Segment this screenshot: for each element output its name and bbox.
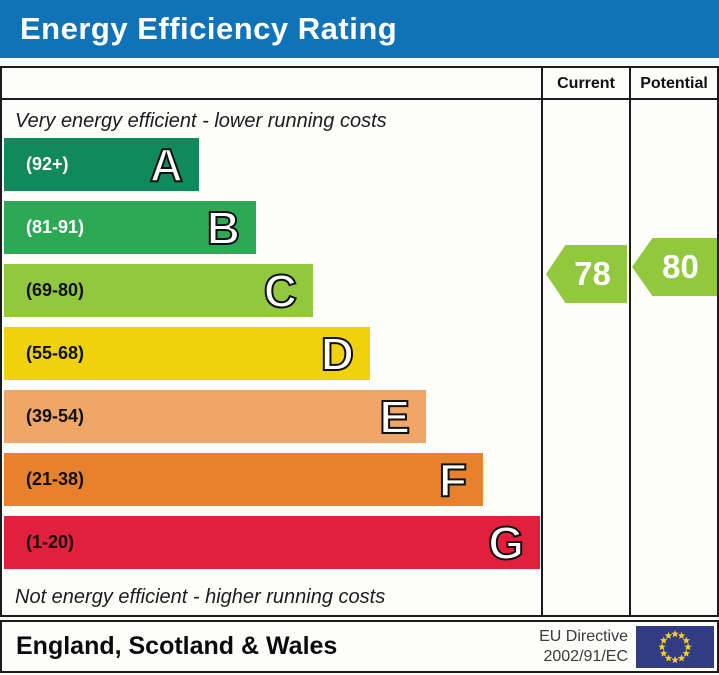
band-g: (1-20) G [4, 516, 540, 569]
eu-directive-label: EU Directive 2002/91/EC [539, 627, 628, 667]
band-f-range: (21-38) [26, 469, 85, 489]
band-a-letter: A [149, 138, 184, 191]
band-d-range: (55-68) [26, 343, 85, 363]
current-rating-arrow: 78 [546, 245, 627, 303]
band-g-range: (1-20) [26, 532, 75, 552]
column-divider-current [541, 68, 543, 615]
rating-table: Current Potential Very energy efficient … [0, 66, 719, 617]
column-divider-potential [629, 68, 631, 615]
bottom-note: Not energy efficient - higher running co… [15, 586, 386, 608]
potential-rating-value: 80 [662, 248, 699, 285]
column-header-potential: Potential [640, 75, 708, 92]
eu-directive-line1: EU Directive [539, 627, 628, 645]
band-d: (55-68) D [4, 327, 370, 380]
potential-rating-arrow: 80 [632, 238, 717, 296]
top-note: Very energy efficient - lower running co… [15, 110, 387, 132]
band-e-letter: E [378, 390, 411, 443]
band-d-letter: D [320, 327, 355, 380]
band-e-range: (39-54) [26, 406, 85, 426]
table-header-row: Current Potential [2, 68, 717, 100]
band-c-letter: C [263, 264, 298, 317]
band-f-letter: F [438, 453, 468, 506]
band-c-range: (69-80) [26, 280, 85, 300]
band-b-range: (81-91) [26, 217, 85, 237]
footer-bar: England, Scotland & Wales EU Directive 2… [0, 620, 719, 673]
rating-bands: (92+) A (81-91) B (69-80) C (55-68) D (3… [4, 138, 541, 579]
band-a-range: (92+) [26, 154, 69, 174]
current-rating-value: 78 [574, 255, 611, 292]
band-b-letter: B [206, 201, 241, 254]
band-c: (69-80) C [4, 264, 313, 317]
title-bar: Energy Efficiency Rating [0, 0, 719, 58]
band-g-letter: G [487, 516, 525, 569]
page-title: Energy Efficiency Rating [20, 11, 398, 46]
column-header-current: Current [557, 75, 615, 92]
band-f: (21-38) F [4, 453, 483, 506]
eu-directive-line2: 2002/91/EC [543, 647, 628, 665]
region-label: England, Scotland & Wales [16, 632, 338, 660]
eu-flag-icon [636, 625, 714, 668]
band-e: (39-54) E [4, 390, 426, 443]
band-b: (81-91) B [4, 201, 256, 254]
band-a: (92+) A [4, 138, 199, 191]
